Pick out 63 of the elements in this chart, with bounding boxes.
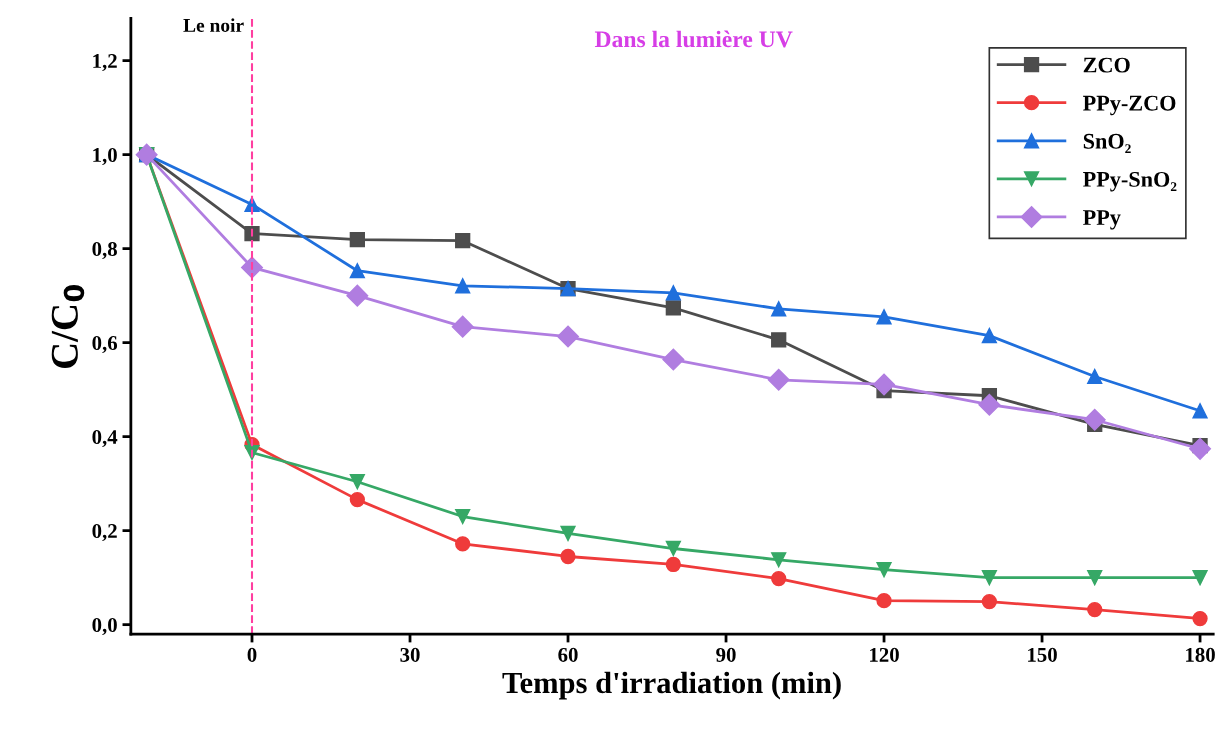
x-tick-label: 120	[870, 647, 899, 662]
point	[244, 225, 260, 242]
point	[1192, 610, 1208, 627]
point	[455, 536, 471, 552]
y-tick-label: 1,0	[93, 148, 117, 166]
point	[771, 552, 787, 568]
point	[665, 300, 681, 316]
point	[665, 556, 681, 573]
x-tick-label: 30	[400, 647, 420, 662]
point	[349, 491, 365, 508]
point	[767, 368, 790, 391]
y-tick-label: 0,2	[92, 524, 117, 542]
point	[662, 348, 685, 371]
point	[349, 474, 365, 490]
point	[981, 570, 998, 586]
point	[1087, 570, 1103, 586]
y-tick-label: 0,0	[92, 618, 117, 636]
point	[771, 332, 787, 348]
y-tick-label: 0,6	[92, 336, 118, 354]
point	[876, 309, 892, 325]
x-tick-label: 90	[716, 647, 736, 662]
x-tick-label: 0	[247, 647, 257, 662]
legend-label: ZCO	[1083, 57, 1130, 73]
point	[665, 285, 681, 301]
point	[346, 284, 369, 307]
point	[771, 301, 787, 317]
point	[451, 315, 474, 338]
y-tick-label: 1,2	[93, 54, 117, 72]
point	[978, 393, 1001, 416]
point	[560, 548, 576, 565]
annotation: Dans la lumière UV	[594, 30, 793, 48]
y-tick-label: 0,8	[92, 242, 117, 260]
point	[771, 570, 787, 587]
point	[1189, 437, 1212, 460]
point	[349, 263, 365, 279]
point	[349, 232, 365, 248]
point	[557, 325, 580, 348]
point	[455, 508, 471, 525]
legend-label: PPy-ZCO	[1083, 95, 1176, 116]
point	[981, 327, 998, 344]
x-tick-label: 180	[1186, 647, 1215, 662]
point	[981, 593, 998, 610]
point	[1087, 368, 1103, 385]
point	[1087, 601, 1103, 618]
point	[1083, 408, 1106, 431]
point	[1192, 403, 1208, 419]
point	[1192, 570, 1208, 586]
legend-label: PPy-SnO₂	[1083, 171, 1177, 192]
point	[873, 373, 896, 396]
point	[665, 540, 681, 557]
point	[876, 593, 892, 609]
point	[876, 562, 892, 578]
legend-label: SnO₂	[1083, 133, 1131, 153]
y-axis-title: C/C$_{0}$	[51, 284, 85, 369]
point	[455, 278, 471, 294]
ref-line-label: Le noir	[183, 18, 244, 33]
y-tick-label: 0,4	[92, 430, 118, 448]
point	[455, 233, 471, 249]
point	[560, 525, 576, 542]
legend-label: PPy	[1083, 210, 1121, 230]
x-tick-label: 60	[558, 647, 578, 662]
x-axis-title: Temps d'irradiation (min)	[502, 671, 841, 700]
x-tick-label: 150	[1028, 647, 1057, 662]
